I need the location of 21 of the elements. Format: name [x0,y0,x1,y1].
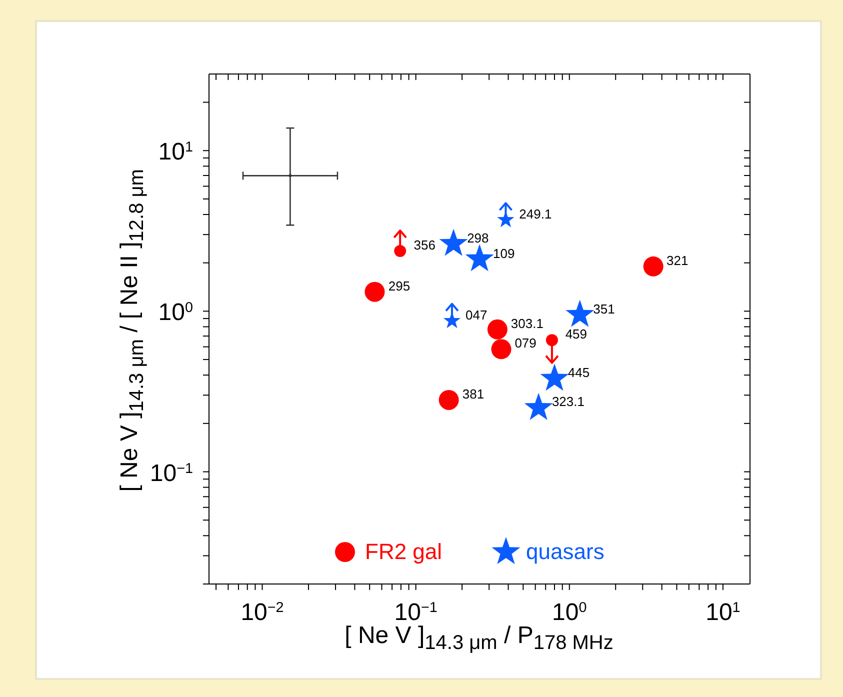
annotation: 249.1 [519,206,552,222]
annotation: 303.1 [510,316,544,331]
annotation: 323.1 [552,394,585,410]
y-tick-label: 10$^{0}$ [158,299,193,326]
annotation: 351 [593,301,615,316]
legend-label: quasars [526,539,604,565]
annotation: 459 [565,326,588,342]
annotation: 298 [467,230,489,246]
annotation: 295 [388,278,410,294]
annotation: 356 [414,238,436,253]
y-tick-label: 10$^{1}$ [158,138,193,166]
y-tick-label: 10$^{−1}$ [150,460,193,487]
legend-label: FR2 gal [365,539,442,565]
x-tick-label: 10$^{−2}$ [240,599,284,626]
annotation: 047 [466,307,488,322]
x-tick-label: 10$^{1}$ [706,599,740,626]
annotation: 079 [514,336,536,351]
annotation: 445 [568,365,590,380]
annotation: 109 [493,246,515,261]
annotation: 321 [666,253,688,268]
annotation: 381 [462,386,484,402]
